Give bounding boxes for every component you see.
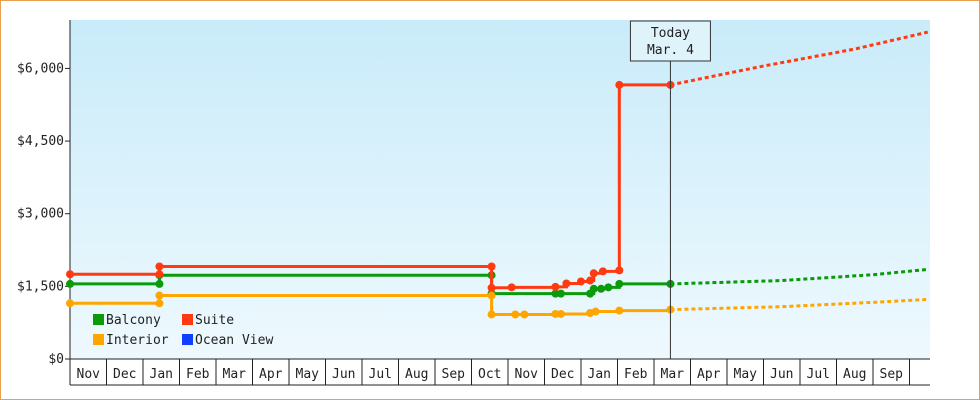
data-point-suite [577,277,585,286]
y-tick-label: $1,500 [17,279,64,294]
x-tick-label: Nov [77,367,101,382]
y-tick-label: $4,500 [17,134,64,149]
legend-label-interior: Interior [106,333,169,348]
x-tick-label: Apr [697,367,721,382]
x-tick-label: Jan [588,367,611,382]
x-axis: Nov Dec Jan Feb Mar Apr May Jun Jul Aug Sep Oct Nov D… [69,358,930,386]
data-point-suite [487,262,496,271]
x-tick-label: Nov [515,367,539,382]
today-label: Today [651,26,690,41]
y-tick-label: $3,000 [17,207,64,222]
today-box [629,20,711,62]
x-tick-label: Feb [624,367,648,382]
x-tick-label: Apr [259,367,283,382]
y-tick-label: $0 [48,352,64,367]
data-point-suite [507,283,516,292]
data-point-suite [586,276,595,285]
x-tick-label: Oct [478,367,501,382]
x-tick-label: Dec [551,367,574,382]
data-point-suite [155,262,164,271]
data-point-interior [155,291,164,300]
x-tick-label: Sep [442,367,466,382]
x-tick-label: Sep [880,367,904,382]
x-tick-label: Mar [223,367,247,382]
x-tick-label: Jul [369,367,392,382]
legend-swatch-interior [93,334,104,345]
data-point-interior [551,309,560,318]
x-tick-label: Jul [807,367,830,382]
y-axis: $0 $1,500 $3,000 $4,500 $6,000 [17,20,71,367]
x-tick-label: Mar [661,367,685,382]
projection-line-suite [670,30,929,87]
data-point-interior [591,307,600,316]
data-point-suite [598,267,607,276]
x-tick-label: Jun [770,367,793,382]
legend-label-ocean-view: Ocean View [195,333,273,348]
legend-swatch-balcony [93,314,104,325]
data-point-interior [155,299,164,308]
x-tick-label: Jan [150,367,173,382]
data-point-suite [66,270,74,279]
data-point-balcony [597,284,606,293]
data-point-balcony [155,279,164,288]
y-tick-label: $6,000 [17,61,64,76]
data-point-balcony [66,279,74,288]
data-point-balcony [551,289,560,298]
legend-label-suite: Suite [195,313,234,328]
data-point-balcony [615,279,624,288]
data-point-interior [66,299,74,308]
projection-line-interior [670,297,928,312]
data-point-interior [487,291,496,300]
data-point-interior [511,310,520,319]
x-tick-label: Aug [843,367,866,382]
data-point-suite [615,266,624,275]
data-point-suite [487,283,496,292]
x-tick-label: Jun [332,367,355,382]
plot-area [70,20,930,359]
data-point-suite [155,270,164,279]
x-tick-label: May [296,367,320,382]
data-point-interior [520,310,529,319]
x-tick-label: Dec [113,367,136,382]
x-tick-label: Aug [405,367,428,382]
legend-label-balcony: Balcony [106,313,161,328]
legend-swatch-ocean-view [182,334,193,345]
data-point-suite [562,279,571,288]
legend-swatch-suite [182,314,193,325]
x-tick-label: Feb [186,367,210,382]
data-point-interior [615,306,624,315]
data-point-suite [615,80,624,89]
x-tick-label: May [734,367,758,382]
data-point-balcony [589,284,598,293]
data-point-balcony [556,289,565,298]
data-point-suite [589,269,598,278]
data-point-balcony [604,283,613,292]
projection-line-balcony [670,267,928,286]
today-date: Mar. 4 [647,43,694,58]
legend: Balcony Suite Interior Ocean View [93,313,273,348]
today-marker: Today Mar. 4 [629,20,711,359]
data-point-interior [487,310,496,319]
series-layer [66,30,929,319]
data-point-suite [551,282,560,291]
data-point-interior [556,309,565,318]
